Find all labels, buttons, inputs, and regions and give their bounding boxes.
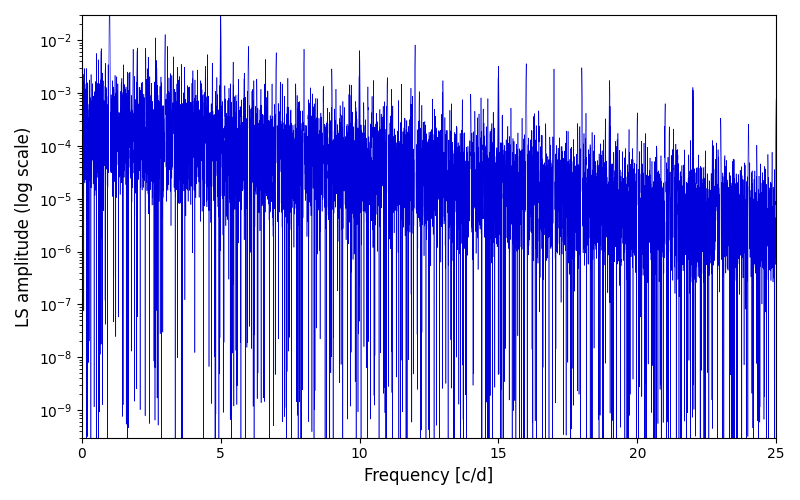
Y-axis label: LS amplitude (log scale): LS amplitude (log scale)	[15, 126, 33, 326]
X-axis label: Frequency [c/d]: Frequency [c/d]	[364, 467, 494, 485]
